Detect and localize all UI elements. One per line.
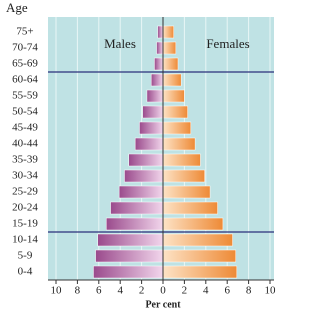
bar [146,89,164,103]
x-tick-label: 4 [117,285,123,297]
y-tick-label: 45-49 [12,122,38,134]
bar [110,201,164,215]
bar [97,233,164,247]
bar [162,25,174,39]
bar [118,185,164,199]
bar [162,265,238,279]
y-tick-label: 75+ [16,26,33,38]
bar [162,233,233,247]
y-tick-label: 70-74 [12,42,38,54]
y-tick-label: 60-64 [12,74,38,86]
bar [95,249,164,263]
legend-label: Males [104,36,136,51]
y-tick-label: 40-44 [12,138,38,150]
x-tick-label: 6 [96,285,102,297]
bar [162,89,185,103]
bar [93,265,164,279]
y-tick-label: 35-39 [12,154,38,166]
x-tick-label: 2 [182,285,188,297]
bar [162,57,179,71]
bar [142,105,164,119]
bar [134,137,164,151]
y-axis-label: Age [6,0,28,15]
x-tick-label: 10 [51,285,63,297]
y-tick-label: 15-19 [12,218,38,230]
bar [124,169,164,183]
y-tick-label: 50-54 [12,106,38,118]
bar [150,73,164,87]
y-tick-label: 55-59 [12,90,38,102]
y-tick-label: 5-9 [18,250,33,262]
x-tick-label: 8 [246,285,252,297]
bar [162,105,188,119]
bar [162,121,192,135]
y-tick-label: 0-4 [18,266,33,278]
bar [162,217,224,231]
bar [162,137,196,151]
bar [162,249,237,263]
y-tick-label: 10-14 [12,234,38,246]
bar [154,57,164,71]
bar [162,201,218,215]
x-tick-label: 10 [265,285,277,297]
y-tick-label: 30-34 [12,170,38,182]
bar [162,153,201,167]
y-tick-label: 25-29 [12,186,38,198]
x-tick-label: 6 [224,285,230,297]
bar [162,169,205,183]
x-axis-label: Per cent [145,299,181,310]
y-tick-label: 65-69 [12,58,38,70]
bar [139,121,164,135]
bar [128,153,164,167]
x-tick-label: 2 [139,285,145,297]
bar [162,41,177,55]
legend-label: Females [206,36,249,51]
bar [162,73,182,87]
bar [106,217,164,231]
chart: Age Per cent 10 8 6 4 2 0 2 4 6 8 10 0-4 5-9 10-14 15-… [6,0,277,310]
bar [162,185,211,199]
x-tick-label: 4 [203,285,209,297]
x-tick-label: 0 [160,285,166,297]
bar [156,41,164,55]
x-tick-label: 8 [75,285,81,297]
y-tick-label: 20-24 [12,202,38,214]
bar [157,25,164,39]
